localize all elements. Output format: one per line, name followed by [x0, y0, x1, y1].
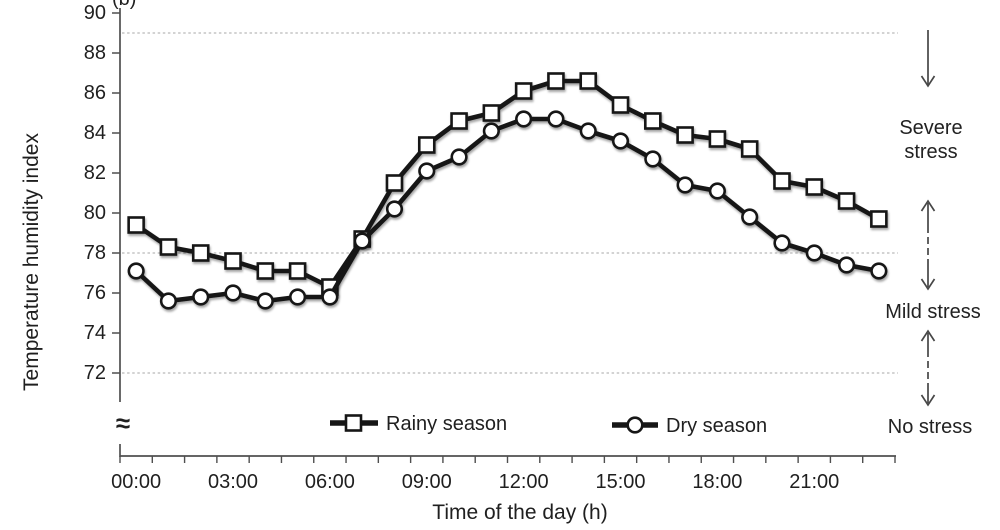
data-series-layer — [127, 72, 888, 310]
square-marker-icon — [547, 72, 565, 90]
circle-marker-icon — [321, 288, 339, 306]
square-marker-icon — [450, 112, 468, 130]
y-axis-break-symbol: ≈ — [116, 408, 130, 438]
circle-marker-icon — [644, 150, 662, 168]
circle-marker-icon — [450, 148, 468, 166]
x-axis-tick-labels: 00:00 03:00 06:00 09:00 12:00 15:00 18:00 21:00 — [111, 471, 839, 493]
y-tick-label: 90 — [84, 2, 106, 24]
legend: Rainy season Dry season — [330, 413, 767, 437]
y-tick-label: 72 — [84, 362, 106, 384]
x-axis-title: Time of the day (h) — [432, 501, 607, 524]
square-marker-icon — [740, 140, 759, 158]
legend-item-rainy: Rainy season — [330, 413, 507, 435]
square-marker-icon — [417, 136, 436, 154]
circle-marker-icon — [773, 234, 791, 252]
y-tick-label: 74 — [84, 322, 106, 344]
series-line — [134, 78, 880, 290]
y-tick-label: 82 — [84, 162, 106, 184]
y-tick-label: 86 — [84, 82, 106, 104]
square-marker-icon — [708, 130, 727, 148]
square-marker-icon — [344, 414, 363, 432]
square-marker-icon — [288, 262, 307, 280]
circle-marker-icon — [192, 288, 210, 306]
x-tick-label: 12:00 — [499, 471, 549, 493]
circle-marker-icon — [579, 122, 597, 140]
severe-stress-label-line2: stress — [904, 141, 957, 163]
series-line — [134, 116, 880, 304]
legend-label-dry: Dry season — [666, 415, 767, 437]
circle-marker-icon — [547, 110, 565, 128]
y-axis-tick-labels: 90 88 86 84 82 80 78 76 74 72 — [84, 2, 106, 384]
square-marker-icon — [224, 252, 242, 270]
no-stress-label: No stress — [888, 416, 972, 438]
y-axis-ticks — [112, 12, 120, 374]
x-tick-label: 21:00 — [789, 471, 839, 493]
square-marker-icon — [579, 72, 598, 90]
x-tick-label: 03:00 — [208, 471, 258, 493]
circle-marker-icon — [870, 262, 888, 280]
square-marker-icon — [127, 216, 145, 234]
square-marker-icon — [773, 172, 791, 190]
circle-marker-icon — [805, 244, 823, 262]
down-arrow-icon — [920, 30, 936, 88]
circle-marker-icon — [289, 288, 307, 306]
square-marker-icon — [644, 112, 662, 130]
square-marker-icon — [837, 192, 856, 210]
square-marker-icon — [256, 262, 275, 280]
square-marker-icon — [385, 174, 404, 192]
square-marker-icon — [159, 238, 178, 256]
circle-marker-icon — [515, 110, 533, 128]
circle-marker-icon — [741, 208, 759, 226]
square-marker-icon — [514, 82, 533, 100]
square-marker-icon — [805, 178, 824, 196]
reference-gridlines — [122, 32, 898, 374]
circle-marker-icon — [611, 132, 630, 150]
circle-marker-icon — [256, 292, 274, 310]
circle-marker-icon — [127, 262, 145, 280]
legend-label-rainy: Rainy season — [386, 413, 507, 435]
circle-marker-icon — [418, 162, 436, 180]
double-arrow-icon — [920, 199, 936, 291]
panel-label: (b) — [112, 0, 136, 10]
square-marker-icon — [870, 210, 888, 228]
y-axis-title: Temperature humidity index — [20, 133, 43, 391]
double-arrow-icon — [920, 329, 936, 407]
series-rainy-season — [127, 72, 888, 296]
circle-marker-icon — [482, 122, 500, 140]
severe-stress-label-line1: Severe — [899, 117, 962, 139]
square-marker-icon — [191, 244, 210, 262]
circle-marker-icon — [224, 284, 242, 302]
x-tick-label: 06:00 — [305, 471, 355, 493]
y-tick-label: 88 — [84, 42, 106, 64]
y-tick-label: 84 — [84, 122, 106, 144]
circle-marker-icon — [676, 176, 694, 194]
square-marker-icon — [611, 96, 630, 114]
circle-marker-icon — [837, 256, 856, 274]
legend-item-dry: Dry season — [612, 415, 767, 437]
stress-zone-arrows — [920, 30, 936, 407]
square-marker-icon — [482, 104, 501, 122]
circle-marker-icon — [385, 200, 404, 218]
x-axis-ticks — [119, 456, 896, 463]
series-dry-season — [127, 110, 888, 310]
x-tick-label: 00:00 — [111, 471, 161, 493]
y-tick-label: 76 — [84, 282, 106, 304]
circle-marker-icon — [626, 416, 644, 434]
y-tick-label: 80 — [84, 202, 106, 224]
x-tick-label: 15:00 — [595, 471, 645, 493]
stress-zone-labels: Severe stress Mild stress No stress — [885, 117, 981, 438]
circle-marker-icon — [708, 182, 726, 200]
x-tick-label: 09:00 — [402, 471, 452, 493]
circle-marker-icon — [353, 232, 371, 250]
mild-stress-label: Mild stress — [885, 301, 981, 323]
x-tick-label: 18:00 — [692, 471, 742, 493]
circle-marker-icon — [159, 292, 178, 310]
square-marker-icon — [676, 126, 694, 144]
y-tick-label: 78 — [84, 242, 106, 264]
